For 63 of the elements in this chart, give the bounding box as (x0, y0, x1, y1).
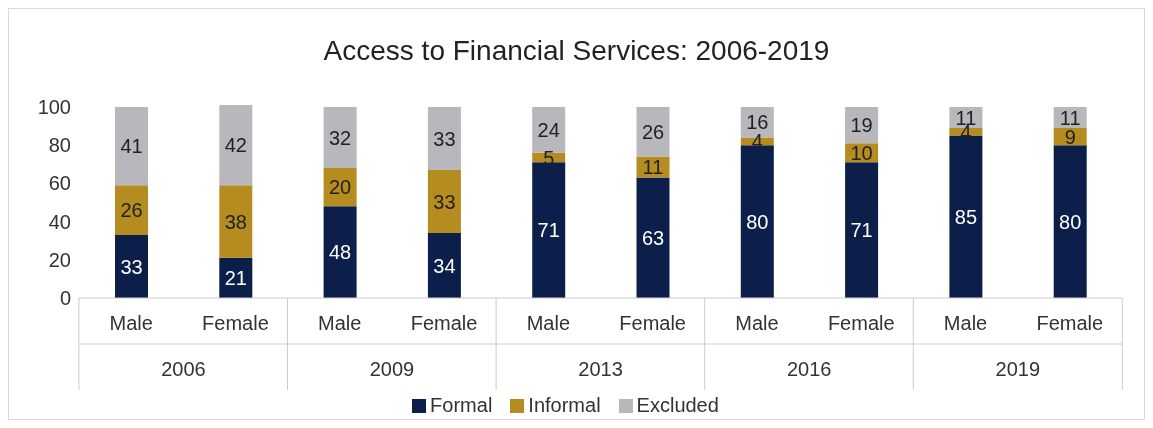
data-label: 38 (224, 210, 247, 233)
text: 2006 (161, 358, 206, 380)
data-label: 11 (642, 156, 664, 179)
data-label: 80 (746, 210, 769, 233)
data-label: 16 (746, 111, 769, 134)
x-tick-label: Female (202, 312, 269, 334)
bar (323, 206, 357, 298)
data-label: 10 (850, 141, 873, 164)
data-label: 33 (120, 255, 143, 278)
bar (427, 106, 461, 170)
text: 2013 (578, 358, 623, 380)
data-label: 41 (120, 135, 143, 158)
x-tick-label: Male (735, 312, 779, 334)
data-label: 19 (850, 114, 873, 137)
data-label: 34 (433, 254, 456, 277)
bar (219, 105, 253, 186)
data-label: 21 (224, 267, 247, 290)
data-label: 26 (120, 199, 143, 222)
y-tick-label: 20 (48, 248, 71, 271)
data-label: 26 (641, 120, 665, 143)
x-tick-label: Male (526, 312, 571, 334)
legend-label: Informal (527, 394, 601, 417)
data-label: 71 (537, 219, 560, 242)
data-label: 33 (433, 127, 456, 150)
text: 2016 (786, 358, 832, 380)
legend-label: Excluded (635, 394, 719, 417)
x-tick-label: Female (1036, 312, 1104, 334)
chart-title: Access to Financial Services: 2006-2019 (322, 34, 831, 68)
y-tick-label: 40 (48, 210, 71, 233)
text: 2019 (995, 358, 1041, 380)
bar (636, 177, 670, 298)
text: 2009 (369, 358, 415, 380)
y-tick-label: 100 (37, 96, 71, 119)
y-tick-label: 0 (59, 287, 71, 310)
data-label: 63 (641, 226, 665, 249)
x-tick-label: Male (943, 312, 988, 334)
data-label: 85 (954, 205, 978, 228)
data-label: 80 (1059, 210, 1082, 233)
data-label: 24 (537, 118, 560, 141)
bar (323, 106, 357, 169)
data-label: 33 (433, 190, 456, 213)
x-tick-label: Female (827, 312, 895, 334)
x-tick-label: Male (318, 312, 362, 334)
bar (115, 106, 148, 186)
bar (636, 106, 670, 157)
bar (115, 234, 148, 298)
legend-label: Formal (429, 394, 493, 417)
data-label: 42 (224, 134, 247, 157)
x-tick-label: Male (109, 312, 153, 334)
bar (1053, 145, 1087, 298)
data-label: 32 (328, 126, 352, 149)
x-tick-label: Female (410, 312, 478, 334)
bar (115, 185, 148, 235)
bar (219, 185, 253, 258)
x-tick-label: Female (619, 312, 686, 334)
y-tick-label: 60 (48, 172, 71, 195)
data-label: 20 (328, 176, 352, 199)
bar (427, 169, 461, 234)
y-tick-label: 80 (48, 134, 71, 157)
data-label: 71 (850, 219, 873, 242)
data-label: 48 (328, 241, 352, 264)
bar (845, 162, 879, 298)
bar (427, 233, 461, 298)
